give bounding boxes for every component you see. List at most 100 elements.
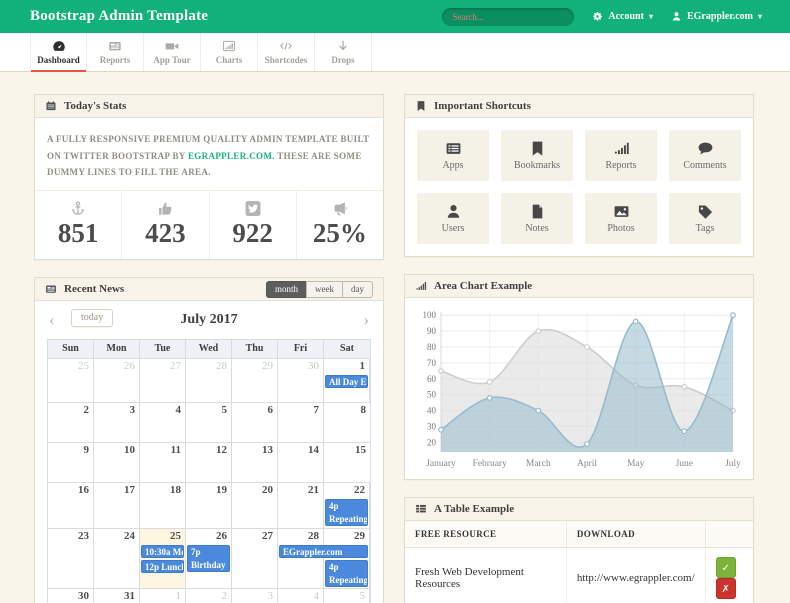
calendar-day[interactable]: 2 (48, 403, 94, 443)
today-button[interactable]: today (71, 309, 114, 328)
reject-button[interactable]: ✗ (715, 578, 736, 599)
calendar-day[interactable]: 8 (324, 403, 370, 443)
calendar-event[interactable]: 12p Lunch (140, 560, 184, 574)
nav-item-reports[interactable]: Reports (87, 33, 144, 71)
calendar-day[interactable]: 25 (48, 359, 94, 403)
nav-item-label: Shortcodes (264, 55, 308, 65)
calendar-day[interactable]: 26 (94, 359, 140, 403)
calendar-day[interactable]: 31 (94, 589, 140, 603)
calendar-day[interactable]: 7 (278, 403, 324, 443)
egrappler-link[interactable]: EGRAPPLER.COM. (187, 150, 275, 161)
calendar-event[interactable]: 10:30a Meeting (140, 545, 184, 559)
calendar-day[interactable]: 28 (186, 359, 232, 403)
shortcut-label: Bookmarks (513, 160, 561, 171)
calendar-day[interactable]: 5 (324, 589, 370, 603)
nav-item-charts[interactable]: Charts (201, 33, 258, 71)
newspaper-icon (45, 283, 57, 295)
calendar-day[interactable]: 11 (140, 443, 186, 483)
shortcut-bookmarks[interactable]: Bookmarks (501, 130, 573, 181)
view-button-month[interactable]: month (265, 280, 306, 298)
account-menu[interactable]: Account ▾ (592, 11, 653, 22)
person-icon (671, 11, 682, 22)
calendar-day[interactable]: 17 (94, 483, 140, 529)
calendar-day[interactable]: 4 (140, 403, 186, 443)
day-header-sun: Sun (48, 340, 94, 359)
calendar-day[interactable]: 19 (186, 483, 232, 529)
calendar-day[interactable]: 27 (140, 359, 186, 403)
tag-icon (696, 203, 715, 220)
calendar-month-title: July 2017 (180, 312, 238, 328)
panel-title: Important Shortcuts (434, 100, 531, 112)
calendar-day[interactable]: 20 (232, 483, 278, 529)
nav-item-dashboard[interactable]: Dashboard (30, 33, 87, 72)
shortcut-comments[interactable]: Comments (669, 130, 741, 181)
calendar-day[interactable]: 12 (186, 443, 232, 483)
stat-value: 851 (57, 217, 99, 248)
area-chart-header: Area Chart Example (405, 275, 753, 298)
calendar-event[interactable]: EGrappler.com (279, 545, 368, 559)
calendar-day[interactable]: 10 (94, 443, 140, 483)
calendar-day[interactable]: 16 (48, 483, 94, 529)
column-header-download: DOWNLOAD (566, 521, 706, 548)
calendar-day-today[interactable]: 25 (140, 529, 186, 589)
table-panel: A Table Example FREE RESOURCE DOWNLOAD Fr… (404, 497, 754, 603)
calendar-day[interactable]: 6 (232, 403, 278, 443)
nav-item-app-tour[interactable]: App Tour (144, 33, 201, 71)
svg-text:20: 20 (427, 438, 437, 448)
view-button-day[interactable]: day (342, 280, 373, 298)
shortcut-users[interactable]: Users (417, 193, 489, 244)
calendar-day-headers: Sun Mon Tue Wed Thu Fri Sat (47, 339, 371, 359)
calendar-day[interactable]: 21 (278, 483, 324, 529)
calendar-day[interactable]: 9 (48, 443, 94, 483)
calendar-event[interactable]: 4p Repeating Event (325, 499, 368, 527)
svg-text:February: February (473, 459, 508, 469)
calendar-day[interactable]: 13 (232, 443, 278, 483)
calendar-event[interactable]: 4p Repeating Event (325, 560, 368, 588)
calendar-day[interactable]: 1 (140, 589, 186, 603)
day-header-mon: Mon (94, 340, 140, 359)
chevron-right-icon[interactable]: › (363, 310, 369, 330)
calendar-day[interactable]: 30 (48, 589, 94, 603)
column-header-free-resource: FREE RESOURCE (405, 521, 567, 548)
download-cell: http://www.egrappler.com/ (566, 547, 706, 603)
approve-button[interactable]: ✓ (715, 557, 736, 578)
view-button-week[interactable]: week (306, 280, 342, 298)
calendar-day[interactable]: 5 (186, 403, 232, 443)
nav-item-drops[interactable]: Drops (315, 33, 372, 71)
shortcut-notes[interactable]: Notes (501, 193, 573, 244)
account-menu-label: Account (608, 11, 644, 22)
shortcut-apps[interactable]: Apps (417, 130, 489, 181)
stats-description: A FULLY RESPONSIVE PREMIUM QUALITY ADMIN… (35, 118, 383, 190)
chevron-left-icon[interactable]: ‹ (49, 310, 55, 330)
calendar-day[interactable]: 30 (278, 359, 324, 403)
calendar-day[interactable]: 27 (232, 529, 278, 589)
table-header-row: FREE RESOURCE DOWNLOAD (405, 521, 753, 548)
shortcut-photos[interactable]: Photos (585, 193, 657, 244)
calendar-day[interactable]: 28 (278, 529, 324, 589)
calendar-day[interactable]: 2 (186, 589, 232, 603)
shortcut-tags[interactable]: Tags (669, 193, 741, 244)
calendar-day[interactable]: 18 (140, 483, 186, 529)
svg-text:July: July (725, 459, 741, 469)
nav-item-shortcodes[interactable]: Shortcodes (258, 33, 315, 71)
stat-item: 851 (35, 190, 123, 260)
calendar-day[interactable]: 15 (324, 443, 370, 483)
calendar-day[interactable]: 29 (232, 359, 278, 403)
shortcut-label: Tags (695, 223, 715, 234)
shortcut-label: Users (441, 223, 465, 234)
user-menu[interactable]: EGrappler.com ▾ (671, 11, 762, 22)
calendar-event[interactable]: 7p Birthday Party (187, 545, 230, 573)
svg-text:100: 100 (423, 310, 437, 320)
calendar-day[interactable]: 23 (48, 529, 94, 589)
calendar-day[interactable]: 3 (94, 403, 140, 443)
todays-stats-header: Today's Stats (35, 95, 383, 118)
calendar-day[interactable]: 4 (278, 589, 324, 603)
search-input[interactable] (442, 7, 575, 26)
calendar-day[interactable]: 3 (232, 589, 278, 603)
code-icon (278, 39, 294, 53)
calendar-day[interactable]: 14 (278, 443, 324, 483)
shortcut-reports[interactable]: Reports (585, 130, 657, 181)
calendar-day[interactable]: 24 (94, 529, 140, 589)
table-row: Fresh Web Development Resources http://w… (405, 547, 753, 603)
calendar-event[interactable]: All Day Event (325, 375, 368, 389)
